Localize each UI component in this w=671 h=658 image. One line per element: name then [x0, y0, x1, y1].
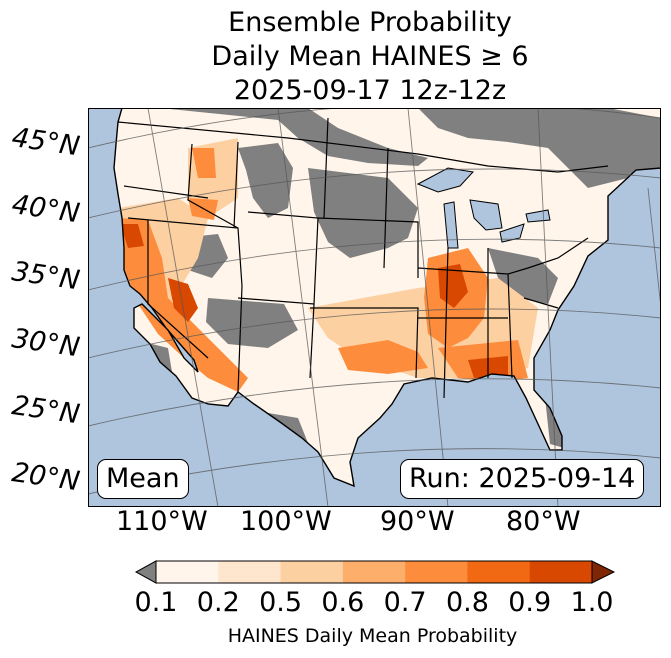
run-label: Run: 2025-09-14: [400, 459, 645, 499]
colorbar-segment: [342, 561, 406, 583]
lon-label: 80°W: [506, 506, 581, 537]
lat-label: 45°N: [9, 122, 82, 163]
masked-area: [206, 298, 298, 348]
colorbar-segment: [156, 561, 219, 583]
colorbar-tick-label: 0.6: [321, 587, 365, 618]
colorbar-tick-label: 1.0: [570, 587, 614, 618]
colorbar-tick-label: 0.2: [196, 587, 240, 618]
lat-label: 40°N: [9, 189, 82, 230]
masked-area: [418, 108, 661, 188]
masked-area: [488, 248, 558, 304]
colorbar-tick-label: 0.9: [508, 587, 552, 618]
colorbar-over-extend: [591, 560, 616, 584]
great-lakes: [416, 167, 551, 249]
state-boundaries: [117, 117, 609, 399]
lat-label: 25°N: [9, 390, 82, 431]
prob-0.8-1.0: [168, 278, 198, 322]
map-panel: [88, 108, 661, 507]
colorbar-tick-label: 0.1: [134, 587, 178, 618]
title-line-2: Daily Mean HAINES ≥ 6: [211, 41, 529, 72]
title-line-1: Ensemble Probability: [228, 7, 512, 38]
prob-0.8-1.0: [438, 264, 468, 308]
colorbar: [134, 560, 616, 584]
colorbar-tick-label: 0.8: [445, 587, 489, 618]
colorbar-segment: [218, 561, 282, 583]
prob-0.5-0.7: [118, 218, 248, 392]
title-line-3: 2025-09-17 12z-12z: [233, 75, 507, 106]
lon-label: 100°W: [240, 506, 332, 537]
prob-0.5-0.7: [338, 340, 428, 374]
lat-label: 20°N: [9, 457, 82, 498]
lat-label: 35°N: [9, 256, 82, 297]
masked-area: [308, 168, 418, 258]
colorbar-outline: [155, 560, 593, 584]
colorbar-segment: [529, 561, 593, 583]
colorbar-segment: [280, 561, 344, 583]
lon-label: 110°W: [116, 506, 208, 537]
lon-label: 90°W: [380, 506, 455, 537]
masked-area: [238, 143, 293, 218]
masked-area: [160, 108, 428, 166]
colorbar-tick-label: 0.7: [383, 587, 427, 618]
prob-0.5-0.7: [192, 148, 216, 178]
map-frame: [88, 108, 661, 507]
colorbar-segment: [467, 561, 531, 583]
colorbar-label: HAINES Daily Mean Probability: [227, 625, 518, 647]
stat-label: Mean: [97, 459, 189, 499]
lat-label: 30°N: [9, 323, 82, 364]
colorbar-under-extend: [134, 560, 157, 584]
colorbar-segment: [405, 561, 468, 583]
prob-0.8-1.0: [120, 224, 144, 248]
colorbar-tick-label: 0.5: [259, 587, 303, 618]
